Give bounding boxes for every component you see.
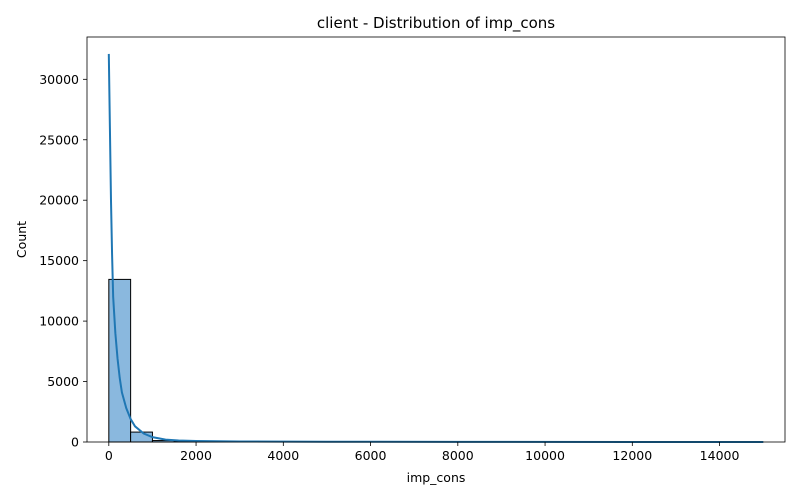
x-tick-label: 10000 <box>525 448 565 463</box>
x-tick-label: 0 <box>105 448 113 463</box>
y-tick-label: 15000 <box>39 253 79 268</box>
x-tick-label: 2000 <box>180 448 212 463</box>
x-tick-label: 8000 <box>442 448 474 463</box>
y-tick-label: 5000 <box>47 374 79 389</box>
y-tick-label: 25000 <box>39 132 79 147</box>
plot-frame <box>86 36 786 443</box>
y-tick-label: 20000 <box>39 193 79 208</box>
y-axis: 0 5000 10000 15000 20000 25000 30000 <box>39 72 87 450</box>
y-tick-label: 0 <box>71 435 79 450</box>
histogram-bar <box>130 431 153 443</box>
x-tick-label: 4000 <box>267 448 299 463</box>
x-axis: 0 2000 4000 6000 8000 10000 12000 14000 <box>105 442 740 463</box>
x-tick-label: 12000 <box>612 448 652 463</box>
chart-title: client - Distribution of imp_cons <box>317 14 555 33</box>
x-tick-label: 6000 <box>355 448 387 463</box>
y-axis-label: Count <box>14 221 29 258</box>
histogram-bars <box>108 278 764 443</box>
histogram-bar <box>108 278 132 443</box>
y-tick-label: 30000 <box>39 72 79 87</box>
x-axis-label: imp_cons <box>407 470 466 485</box>
x-tick-label: 14000 <box>700 448 740 463</box>
y-tick-label: 10000 <box>39 314 79 329</box>
kde-line <box>107 53 764 443</box>
